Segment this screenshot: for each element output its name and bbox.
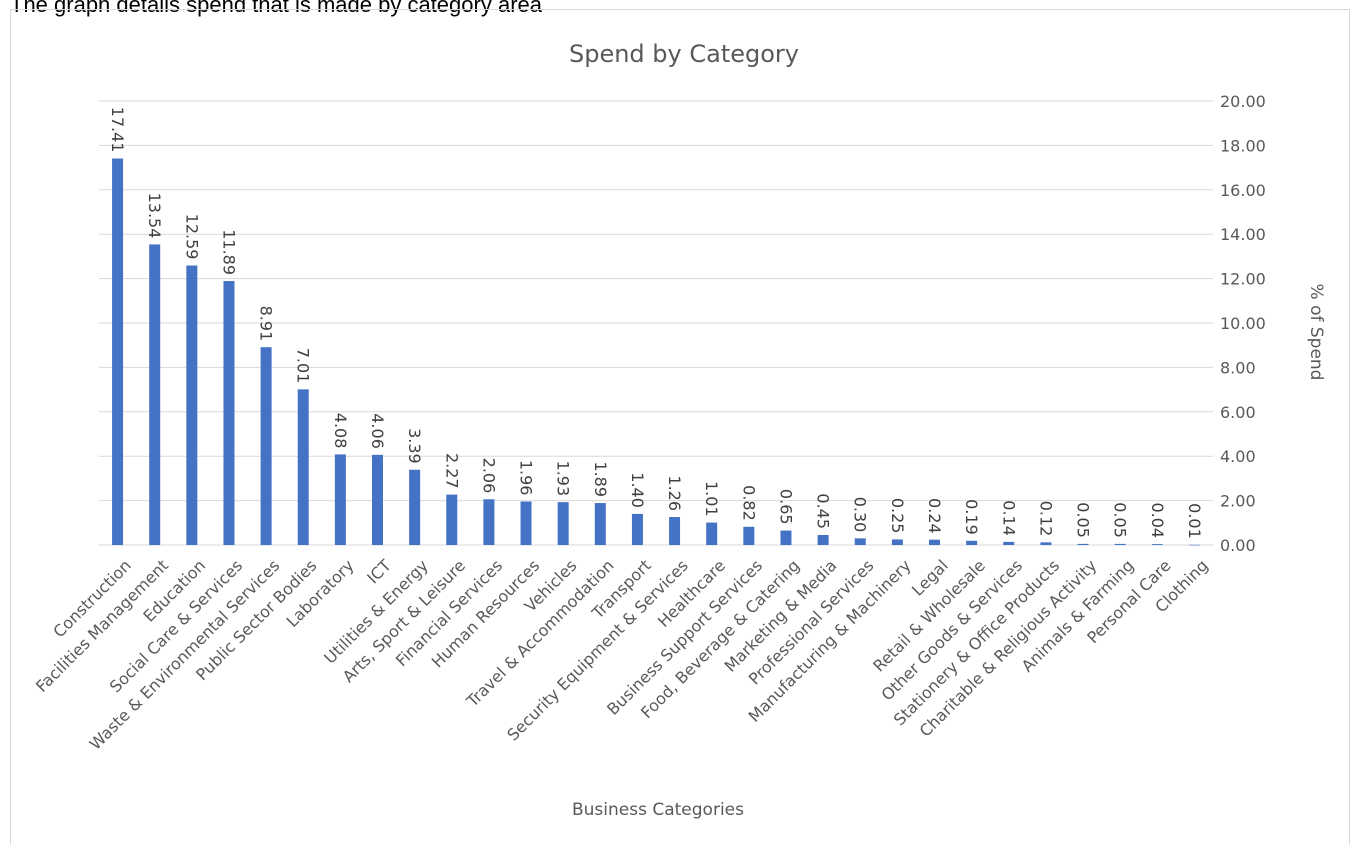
data-label: 0.25 [888,498,907,534]
bar [334,454,346,545]
data-label: 0.30 [851,497,870,533]
data-label: 0.14 [999,500,1018,536]
bar [520,501,532,545]
bars [112,158,1200,546]
bar [706,522,718,545]
bar [409,469,421,545]
data-labels: 17.41 13.54 12.59 11.89 8.91 7.01 4.08 4.06 3.39… [108,107,1204,539]
data-label: 1.40 [628,472,647,508]
bar [1003,541,1015,545]
y-tick-label: 0.00 [1220,536,1256,555]
data-label: 0.65 [776,489,795,525]
data-label: 0.05 [1074,502,1093,538]
y-axis-title: % of Spend [1306,284,1326,381]
bar [854,538,866,545]
data-label: 2.06 [479,458,498,494]
bar [112,158,124,546]
y-tick-label: 2.00 [1220,492,1256,511]
data-label: 4.08 [331,413,350,449]
y-tick-label: 8.00 [1220,358,1256,377]
y-tick-label: 16.00 [1220,181,1266,200]
data-label: 3.39 [405,428,424,464]
bar [557,502,569,545]
bar [669,517,681,545]
chart-caption: The graph details spend that is made by … [10,0,542,17]
bar [929,539,940,545]
bar [743,526,755,545]
data-label: 0.24 [925,498,944,534]
data-label: 0.82 [739,485,758,521]
y-tick-label: 20.00 [1220,92,1266,111]
data-label: 4.06 [368,413,387,449]
data-label: 2.27 [442,453,461,489]
bar [1151,544,1163,545]
bar [260,347,272,545]
bar [223,281,235,545]
bar [446,494,458,545]
gridlines [99,100,1213,546]
bar [631,513,643,545]
data-label: 7.01 [294,348,313,384]
bar [891,539,903,545]
data-label: 13.54 [145,193,164,239]
data-label: 1.01 [702,481,721,517]
data-label: 0.04 [1148,502,1167,538]
data-label: 0.45 [814,493,833,529]
y-tick-label: 4.00 [1220,447,1256,466]
y-tick-label: 12.00 [1220,270,1266,289]
y-tick-label: 6.00 [1220,403,1256,422]
data-label: 1.89 [591,461,610,497]
bar [1040,542,1052,545]
bar [1114,543,1126,545]
bar [483,499,495,545]
bar [780,530,792,545]
bar [149,244,161,546]
y-tick-label: 18.00 [1220,136,1266,155]
x-axis-title: Business Categories [572,800,744,820]
data-label: 0.12 [1036,501,1055,537]
y-axis-ticks: 0.00 2.00 4.00 6.00 8.00 10.00 12.00 14.00 16.00… [1220,92,1266,555]
data-label: 1.93 [554,461,573,497]
bar [594,503,606,545]
chart-area: Spend by Category 17.41 13.54 12.59 11.89 8.… [10,9,1350,845]
bar [1077,543,1089,545]
data-label: 0.05 [1111,502,1130,538]
data-label: 11.89 [219,229,238,275]
bar [372,454,383,545]
y-tick-label: 14.00 [1220,225,1266,244]
data-label: 8.91 [257,306,276,342]
bar [817,535,829,545]
bar [186,265,198,545]
data-label: 12.59 [182,214,201,260]
bar [1188,544,1200,546]
bar-chart: Spend by Category 17.41 13.54 12.59 11.89 8.… [32,40,1326,820]
data-label: 1.26 [665,475,684,511]
data-label: 1.96 [517,460,536,496]
y-tick-label: 10.00 [1220,314,1266,333]
chart-title: Spend by Category [569,40,799,68]
category-label: ICT [363,556,395,588]
data-label: 0.19 [962,499,981,535]
bar [966,540,978,545]
data-label: 17.41 [108,107,127,153]
bar [297,389,309,545]
data-label: 0.01 [1185,503,1204,539]
